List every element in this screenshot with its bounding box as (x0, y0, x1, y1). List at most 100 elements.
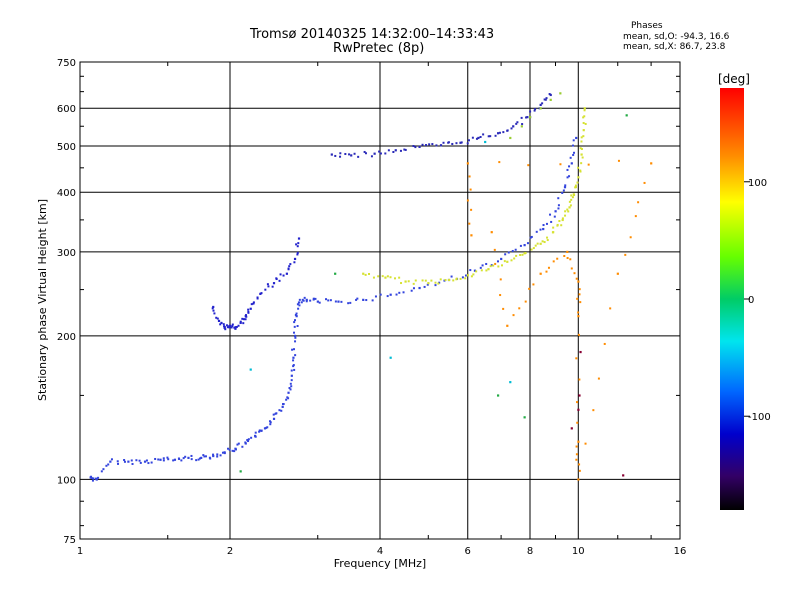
data-point (603, 342, 606, 345)
data-point (516, 121, 519, 124)
data-point (200, 456, 203, 459)
data-point (447, 278, 451, 282)
data-point (539, 107, 542, 110)
data-point (272, 413, 275, 416)
data-point (293, 348, 296, 351)
data-point (576, 421, 579, 424)
data-point (330, 153, 333, 156)
colorbar-tick-label: 0 (748, 295, 754, 306)
data-point (521, 123, 524, 126)
data-point (287, 267, 290, 270)
data-point (379, 152, 382, 155)
data-point (267, 285, 270, 288)
data-point (209, 457, 212, 460)
data-point (235, 326, 238, 329)
data-point (339, 155, 342, 158)
data-point (357, 155, 360, 158)
data-point (91, 479, 94, 482)
data-point (312, 298, 315, 301)
chart-title: Tromsø 20140325 14:32:00–14:33:43 (250, 27, 495, 42)
data-point (219, 454, 222, 457)
data-point (252, 302, 255, 305)
data-point (272, 417, 276, 420)
data-point (221, 451, 224, 454)
data-point (430, 279, 433, 282)
phase-x-stats: mean, sd,X: 86.7, 23.8 (623, 42, 726, 52)
colorbar-unit: [deg] (718, 72, 750, 86)
data-point (239, 320, 242, 323)
data-point (329, 299, 332, 302)
data-point (515, 122, 518, 125)
data-point (479, 135, 482, 138)
data-point (228, 324, 231, 327)
data-point (490, 264, 493, 267)
data-point (389, 356, 392, 359)
data-point (293, 331, 296, 334)
data-point (526, 116, 529, 119)
data-point (204, 455, 207, 458)
data-point (225, 324, 228, 327)
data-point (574, 184, 577, 187)
data-point (559, 163, 562, 166)
data-point (231, 323, 234, 326)
data-point (407, 280, 410, 283)
data-point (399, 149, 402, 152)
data-point (577, 408, 580, 411)
data-point (428, 143, 431, 146)
data-point (549, 213, 552, 216)
data-point (504, 253, 507, 256)
data-point (250, 436, 253, 439)
data-point (166, 456, 169, 459)
data-point (455, 277, 458, 280)
data-point (541, 240, 544, 243)
data-point (373, 152, 376, 155)
data-point (487, 135, 490, 138)
data-point (550, 220, 553, 223)
data-point (549, 93, 552, 97)
data-point (350, 154, 353, 157)
data-point (562, 189, 565, 192)
data-point (479, 266, 482, 269)
data-point (217, 319, 221, 323)
data-point (215, 316, 218, 319)
data-point (578, 378, 581, 381)
data-point (575, 445, 578, 448)
data-point (561, 191, 564, 194)
data-point (237, 324, 240, 327)
data-point (228, 448, 231, 451)
data-point (582, 135, 585, 138)
data-point (530, 235, 533, 238)
data-point (527, 164, 530, 167)
data-point (557, 197, 560, 200)
axis-ticks: 1 2 4 6 8 10 16 75 100 200 300 400 500 600 750 (57, 58, 686, 557)
data-point (469, 269, 472, 272)
data-point (394, 149, 397, 152)
data-point (514, 248, 517, 251)
data-point (470, 275, 473, 278)
data-point (258, 429, 261, 432)
y-tick-label: 100 (57, 475, 76, 486)
chart-subtitle: RwPretec (8p) (333, 41, 425, 56)
grid-lines (80, 62, 680, 539)
data-point (130, 459, 133, 462)
data-point (547, 266, 550, 269)
data-point (275, 412, 278, 415)
data-point (534, 244, 537, 247)
data-point (249, 307, 252, 310)
data-point (503, 260, 506, 263)
data-point (477, 136, 480, 140)
data-point (211, 307, 214, 310)
data-point (269, 423, 272, 426)
data-point (242, 318, 245, 321)
data-point (577, 440, 580, 443)
data-point (280, 409, 283, 412)
data-point (485, 262, 488, 265)
data-point (577, 176, 580, 179)
data-point (512, 314, 515, 317)
data-point (539, 242, 542, 245)
data-point (135, 459, 138, 462)
data-point (546, 239, 549, 242)
data-point (579, 147, 582, 150)
data-point (263, 427, 267, 430)
data-point (566, 250, 569, 254)
